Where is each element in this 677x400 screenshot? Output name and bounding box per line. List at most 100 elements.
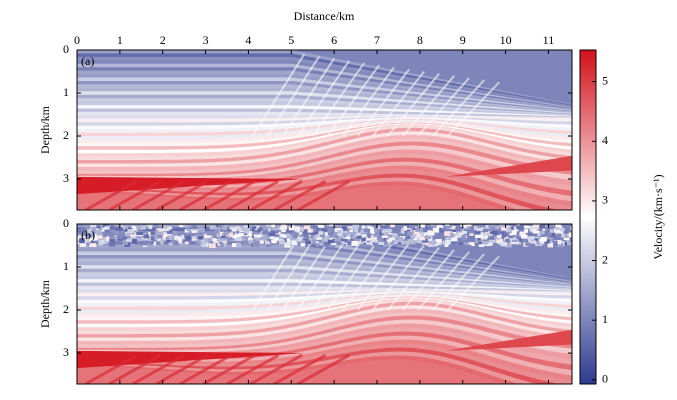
noise [155,229,159,234]
noise [208,243,216,249]
noise [374,228,379,233]
noise [462,230,467,234]
noise [325,228,332,234]
velocity-image [77,224,572,384]
noise [553,231,558,235]
noise [238,232,244,237]
noise [392,234,398,238]
noise [388,237,395,240]
colorbar [579,49,597,385]
noise [378,237,384,242]
noise [147,235,154,241]
noise [481,234,489,239]
noise [85,238,90,243]
noise [161,225,166,230]
noise [342,232,347,237]
noise [153,241,158,245]
noise [534,228,539,232]
noise [537,233,541,237]
colorbar-tick-label: 4 [602,133,608,147]
noise [164,233,171,236]
noise [259,240,264,244]
noise [243,240,248,245]
noise [222,232,229,236]
noise [77,235,83,241]
noise [305,240,312,245]
noise [458,237,464,241]
noise [203,235,211,239]
noise [505,238,510,244]
noise [155,240,161,245]
noise [554,227,561,230]
noise [323,241,330,247]
noise [385,239,393,242]
noise [136,232,144,236]
noise [311,240,316,245]
noise [214,242,218,247]
noise [558,242,564,248]
noise [549,229,554,234]
streak [84,353,138,384]
noise [281,229,287,233]
noise [132,238,137,244]
noise [407,232,413,236]
noise [349,231,357,236]
noise [191,236,197,240]
noise [186,239,192,243]
noise [156,228,163,232]
noise [248,237,253,240]
noise [166,228,170,232]
noise [513,226,519,232]
noise [451,226,456,230]
streak [249,179,303,210]
noise [462,235,467,240]
noise [536,239,543,243]
noise [386,236,390,242]
noise [435,239,442,242]
noise [505,243,513,248]
noise [177,237,182,241]
noise [366,237,372,241]
noise [428,237,433,243]
noise [493,232,501,236]
noise [363,236,370,240]
noise [299,232,303,237]
panel-label: (b) [81,228,95,242]
noise [553,228,561,233]
noise [187,229,191,234]
noise [122,236,128,240]
noise [89,232,95,237]
streak [326,64,380,137]
noise [190,229,197,232]
streak [401,249,455,311]
noise [133,226,141,229]
noise [324,232,328,236]
noise [377,241,385,246]
noise [270,230,276,236]
noise [110,229,115,233]
noise [519,231,526,236]
noise [477,241,482,245]
noise [465,224,472,227]
streak [431,79,485,137]
noise [133,228,139,232]
noise [303,238,309,241]
noise [231,243,239,247]
noise [291,240,297,245]
noise [178,239,182,244]
streak [296,353,350,384]
noise [564,234,569,238]
noise [270,224,276,228]
noise [81,227,86,232]
streak [296,60,350,137]
streak [226,179,280,210]
streak [386,247,440,311]
y-tick-label: 0 [63,216,69,230]
noise [489,231,494,235]
noise [331,242,337,245]
noise [186,227,191,232]
noise [77,230,84,233]
noise [89,243,97,247]
noise [511,230,517,236]
x-tick-label: 1 [117,33,123,47]
